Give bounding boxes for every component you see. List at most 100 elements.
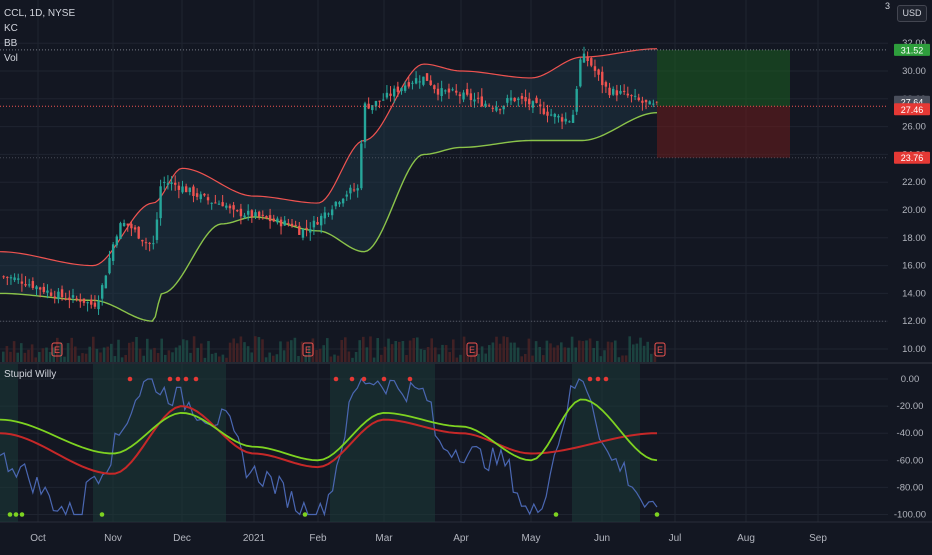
candle-body xyxy=(90,299,93,305)
currency-badge[interactable]: USD xyxy=(897,5,927,22)
candle-body xyxy=(225,205,228,208)
price-label-green: 31.52 xyxy=(894,43,930,56)
fast-average-line xyxy=(0,398,658,462)
time-tick-label: Nov xyxy=(104,533,122,544)
candle-body xyxy=(385,92,389,98)
candle-body xyxy=(17,278,20,280)
candle-body xyxy=(528,98,531,105)
time-tick-label: Jun xyxy=(594,533,610,544)
candlestick-series xyxy=(2,46,659,315)
volume-bar xyxy=(250,352,253,362)
candle-body xyxy=(119,223,122,239)
oscillator-title[interactable]: Stupid Willy xyxy=(4,369,57,380)
volume-bar xyxy=(74,346,77,362)
volume-bar xyxy=(264,357,268,362)
candle-body xyxy=(323,212,327,219)
earnings-marker: E xyxy=(302,342,314,357)
volume-bar xyxy=(653,352,657,362)
volume-bar xyxy=(480,346,484,362)
volume-bar xyxy=(390,344,394,362)
candle-body xyxy=(644,99,648,103)
candle-body xyxy=(247,210,250,215)
chart-legend: CCL, 1D, NYSE KC BB Vol xyxy=(4,6,75,66)
symbol-label[interactable]: CCL, 1D, NYSE xyxy=(4,8,76,19)
volume-bar xyxy=(642,345,646,362)
volume-bar xyxy=(545,340,549,362)
candle-body xyxy=(407,82,410,87)
candle-body xyxy=(491,107,494,109)
volume-bar xyxy=(192,336,196,362)
volume-bar xyxy=(560,342,563,362)
volume-bar xyxy=(434,347,437,362)
volume-bar xyxy=(542,355,545,362)
candle-body xyxy=(451,89,454,91)
volume-bar xyxy=(516,347,520,362)
candle-body xyxy=(425,73,429,81)
volume-bar xyxy=(578,340,581,362)
overbought-marker xyxy=(381,376,387,382)
volume-bar xyxy=(574,347,577,362)
volume-bar xyxy=(527,338,531,362)
oversold-marker xyxy=(19,512,25,517)
candle-body xyxy=(345,194,348,197)
candle-body xyxy=(579,59,582,87)
volume-bar xyxy=(164,354,167,362)
volume-bar xyxy=(437,354,441,362)
candle-body xyxy=(163,181,166,183)
volume-bar xyxy=(88,346,91,362)
vol-indicator-label[interactable]: Vol xyxy=(4,53,18,64)
volume-bar xyxy=(300,341,304,362)
volume-bar xyxy=(452,339,455,362)
candle-body xyxy=(31,281,35,288)
volume-bar xyxy=(124,354,127,362)
candle-body xyxy=(633,95,637,97)
volume-bar xyxy=(207,341,210,362)
volume-bar xyxy=(596,340,599,362)
volume-bar xyxy=(63,356,66,362)
volume-bar xyxy=(495,336,498,362)
volume-bar xyxy=(426,346,430,362)
earnings-marker-box xyxy=(302,342,314,357)
volume-bar xyxy=(38,352,41,362)
volume-bar xyxy=(56,337,59,362)
price-label-bg xyxy=(894,151,930,164)
volume-bar xyxy=(398,341,401,362)
candle-body xyxy=(217,203,221,205)
overbought-marker xyxy=(349,376,355,382)
candle-body xyxy=(309,229,312,233)
volume-bar xyxy=(344,337,347,362)
volume-bar xyxy=(380,354,383,362)
candle-body xyxy=(203,193,206,196)
volume-bar xyxy=(279,341,282,362)
candle-body xyxy=(597,69,600,75)
candle-body xyxy=(6,276,9,278)
candle-body xyxy=(170,182,173,185)
oversold-marker xyxy=(13,512,19,517)
candle-body xyxy=(86,302,89,304)
candle-body xyxy=(619,90,622,94)
volume-bar xyxy=(599,356,603,362)
candle-body xyxy=(93,302,97,307)
volume-bar xyxy=(27,349,30,362)
bb-indicator-label[interactable]: BB xyxy=(4,38,18,49)
volume-bar xyxy=(203,357,207,362)
kc-indicator-label[interactable]: KC xyxy=(4,23,18,34)
volume-bar xyxy=(45,347,48,362)
candle-body xyxy=(553,113,556,117)
volume-bar xyxy=(135,337,138,362)
earnings-marker-box xyxy=(51,342,63,357)
volume-bar xyxy=(178,345,181,362)
candle-body xyxy=(382,99,385,101)
osc-tick-label: -60.00 xyxy=(897,455,924,466)
candle-body xyxy=(652,103,655,105)
oversold-marker xyxy=(99,512,105,517)
volume-bar xyxy=(329,356,333,362)
bollinger-band-fill xyxy=(0,48,657,322)
overbought-marker xyxy=(587,376,593,382)
candle-body xyxy=(498,109,502,111)
volume-bar xyxy=(628,336,631,362)
candle-body xyxy=(159,186,162,219)
candle-body xyxy=(53,296,56,298)
